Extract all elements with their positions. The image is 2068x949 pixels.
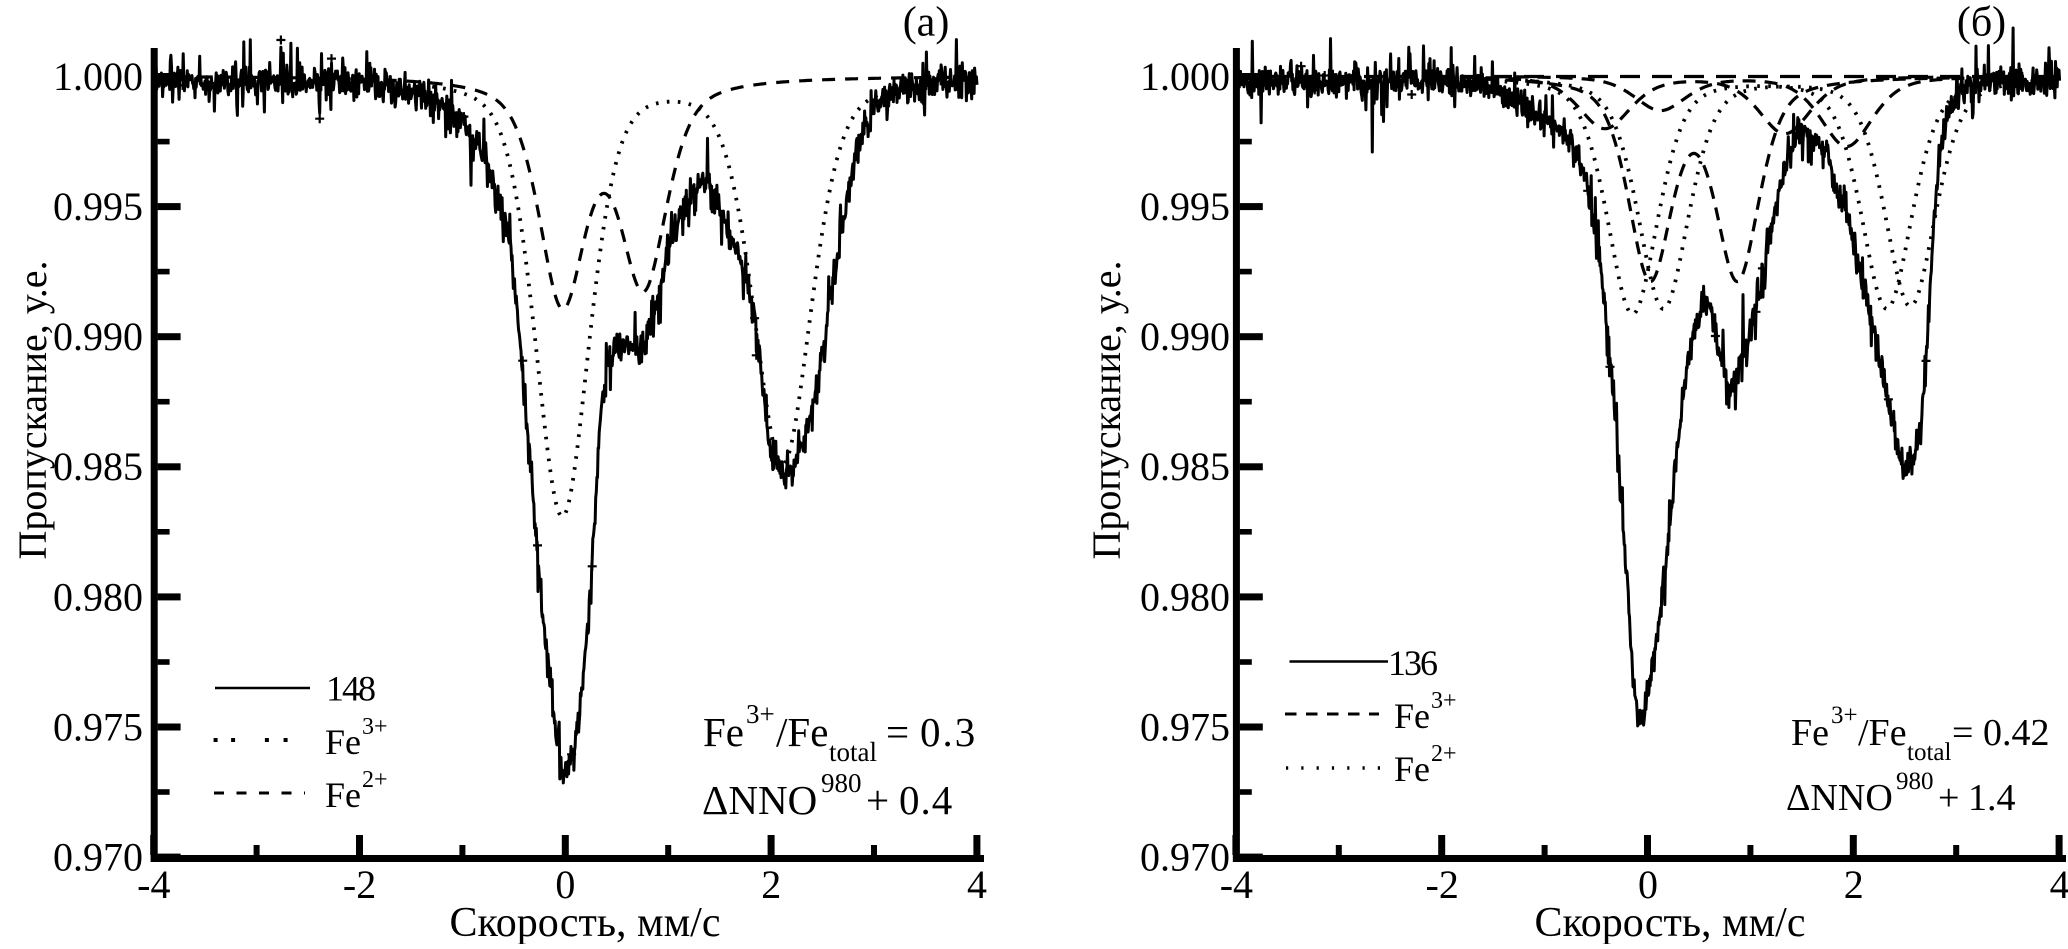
- svg-text:0.980: 0.980: [1140, 574, 1230, 619]
- svg-text:Fe: Fe: [703, 709, 744, 755]
- svg-text:/Fe: /Fe: [1858, 712, 1907, 754]
- svg-text:2+: 2+: [362, 767, 388, 793]
- svg-text:0: 0: [555, 862, 575, 907]
- svg-text:1.4: 1.4: [1968, 777, 2016, 819]
- svg-text:136: 136: [1388, 643, 1438, 683]
- svg-text:0.995: 0.995: [1140, 184, 1230, 229]
- svg-text:4: 4: [967, 862, 987, 907]
- svg-text:0.42: 0.42: [1983, 712, 2050, 754]
- svg-text:Fe: Fe: [1791, 712, 1829, 754]
- svg-text:Пропускание, у.е.: Пропускание, у.е.: [1084, 261, 1129, 560]
- svg-text:Fe: Fe: [1394, 696, 1430, 736]
- svg-text:0.4: 0.4: [899, 777, 953, 823]
- svg-text:Fe: Fe: [1394, 749, 1430, 789]
- svg-text:0.990: 0.990: [1140, 314, 1230, 359]
- svg-text:2: 2: [761, 862, 781, 907]
- svg-text:ΔNNO: ΔNNO: [702, 777, 817, 823]
- svg-text:(б): (б): [1957, 0, 2006, 46]
- svg-text:980: 980: [1896, 768, 1934, 795]
- svg-text:3+: 3+: [1831, 702, 1858, 729]
- svg-text:0.980: 0.980: [53, 574, 143, 619]
- svg-text:total: total: [1907, 739, 1951, 766]
- svg-text:=: =: [886, 709, 909, 755]
- svg-text:0.975: 0.975: [1140, 704, 1230, 749]
- svg-text:0.985: 0.985: [1140, 444, 1230, 489]
- svg-text:-2: -2: [343, 862, 376, 907]
- svg-text:1.000: 1.000: [1140, 54, 1230, 99]
- svg-text:0.975: 0.975: [53, 704, 143, 749]
- svg-text:Пропускание, у.е.: Пропускание, у.е.: [10, 261, 55, 560]
- svg-text:(а): (а): [903, 0, 950, 46]
- svg-text:0.970: 0.970: [53, 835, 143, 880]
- svg-text:total: total: [829, 737, 877, 767]
- svg-text:3+: 3+: [362, 714, 388, 740]
- svg-text:-2: -2: [1426, 862, 1459, 907]
- svg-text:2+: 2+: [1431, 741, 1457, 767]
- svg-text:3+: 3+: [746, 699, 775, 729]
- svg-text:+: +: [1938, 777, 1959, 819]
- svg-text:-4: -4: [1220, 862, 1253, 907]
- svg-text:Скорость, мм/с: Скорость, мм/с: [1535, 900, 1806, 944]
- svg-text:3+: 3+: [1431, 688, 1457, 714]
- svg-text:2: 2: [1844, 862, 1864, 907]
- svg-text:Fe: Fe: [325, 722, 361, 762]
- svg-text:+: +: [866, 777, 889, 823]
- svg-text:Скорость, мм/с: Скорость, мм/с: [450, 900, 721, 944]
- svg-text:/Fe: /Fe: [776, 709, 828, 755]
- svg-text:0.970: 0.970: [1140, 835, 1230, 880]
- svg-text:Fe: Fe: [325, 775, 361, 815]
- svg-text:1.000: 1.000: [53, 54, 143, 99]
- svg-text:4: 4: [2050, 862, 2068, 907]
- svg-text:148: 148: [326, 669, 376, 709]
- svg-text:0: 0: [1638, 862, 1658, 907]
- svg-text:0.985: 0.985: [53, 444, 143, 489]
- svg-text:0.990: 0.990: [53, 314, 143, 359]
- svg-text:980: 980: [821, 768, 862, 798]
- svg-text:0.3: 0.3: [920, 709, 977, 755]
- svg-text:ΔNNO: ΔNNO: [1786, 777, 1893, 819]
- svg-text:=: =: [1952, 712, 1973, 754]
- svg-text:-4: -4: [137, 862, 170, 907]
- svg-text:0.995: 0.995: [53, 184, 143, 229]
